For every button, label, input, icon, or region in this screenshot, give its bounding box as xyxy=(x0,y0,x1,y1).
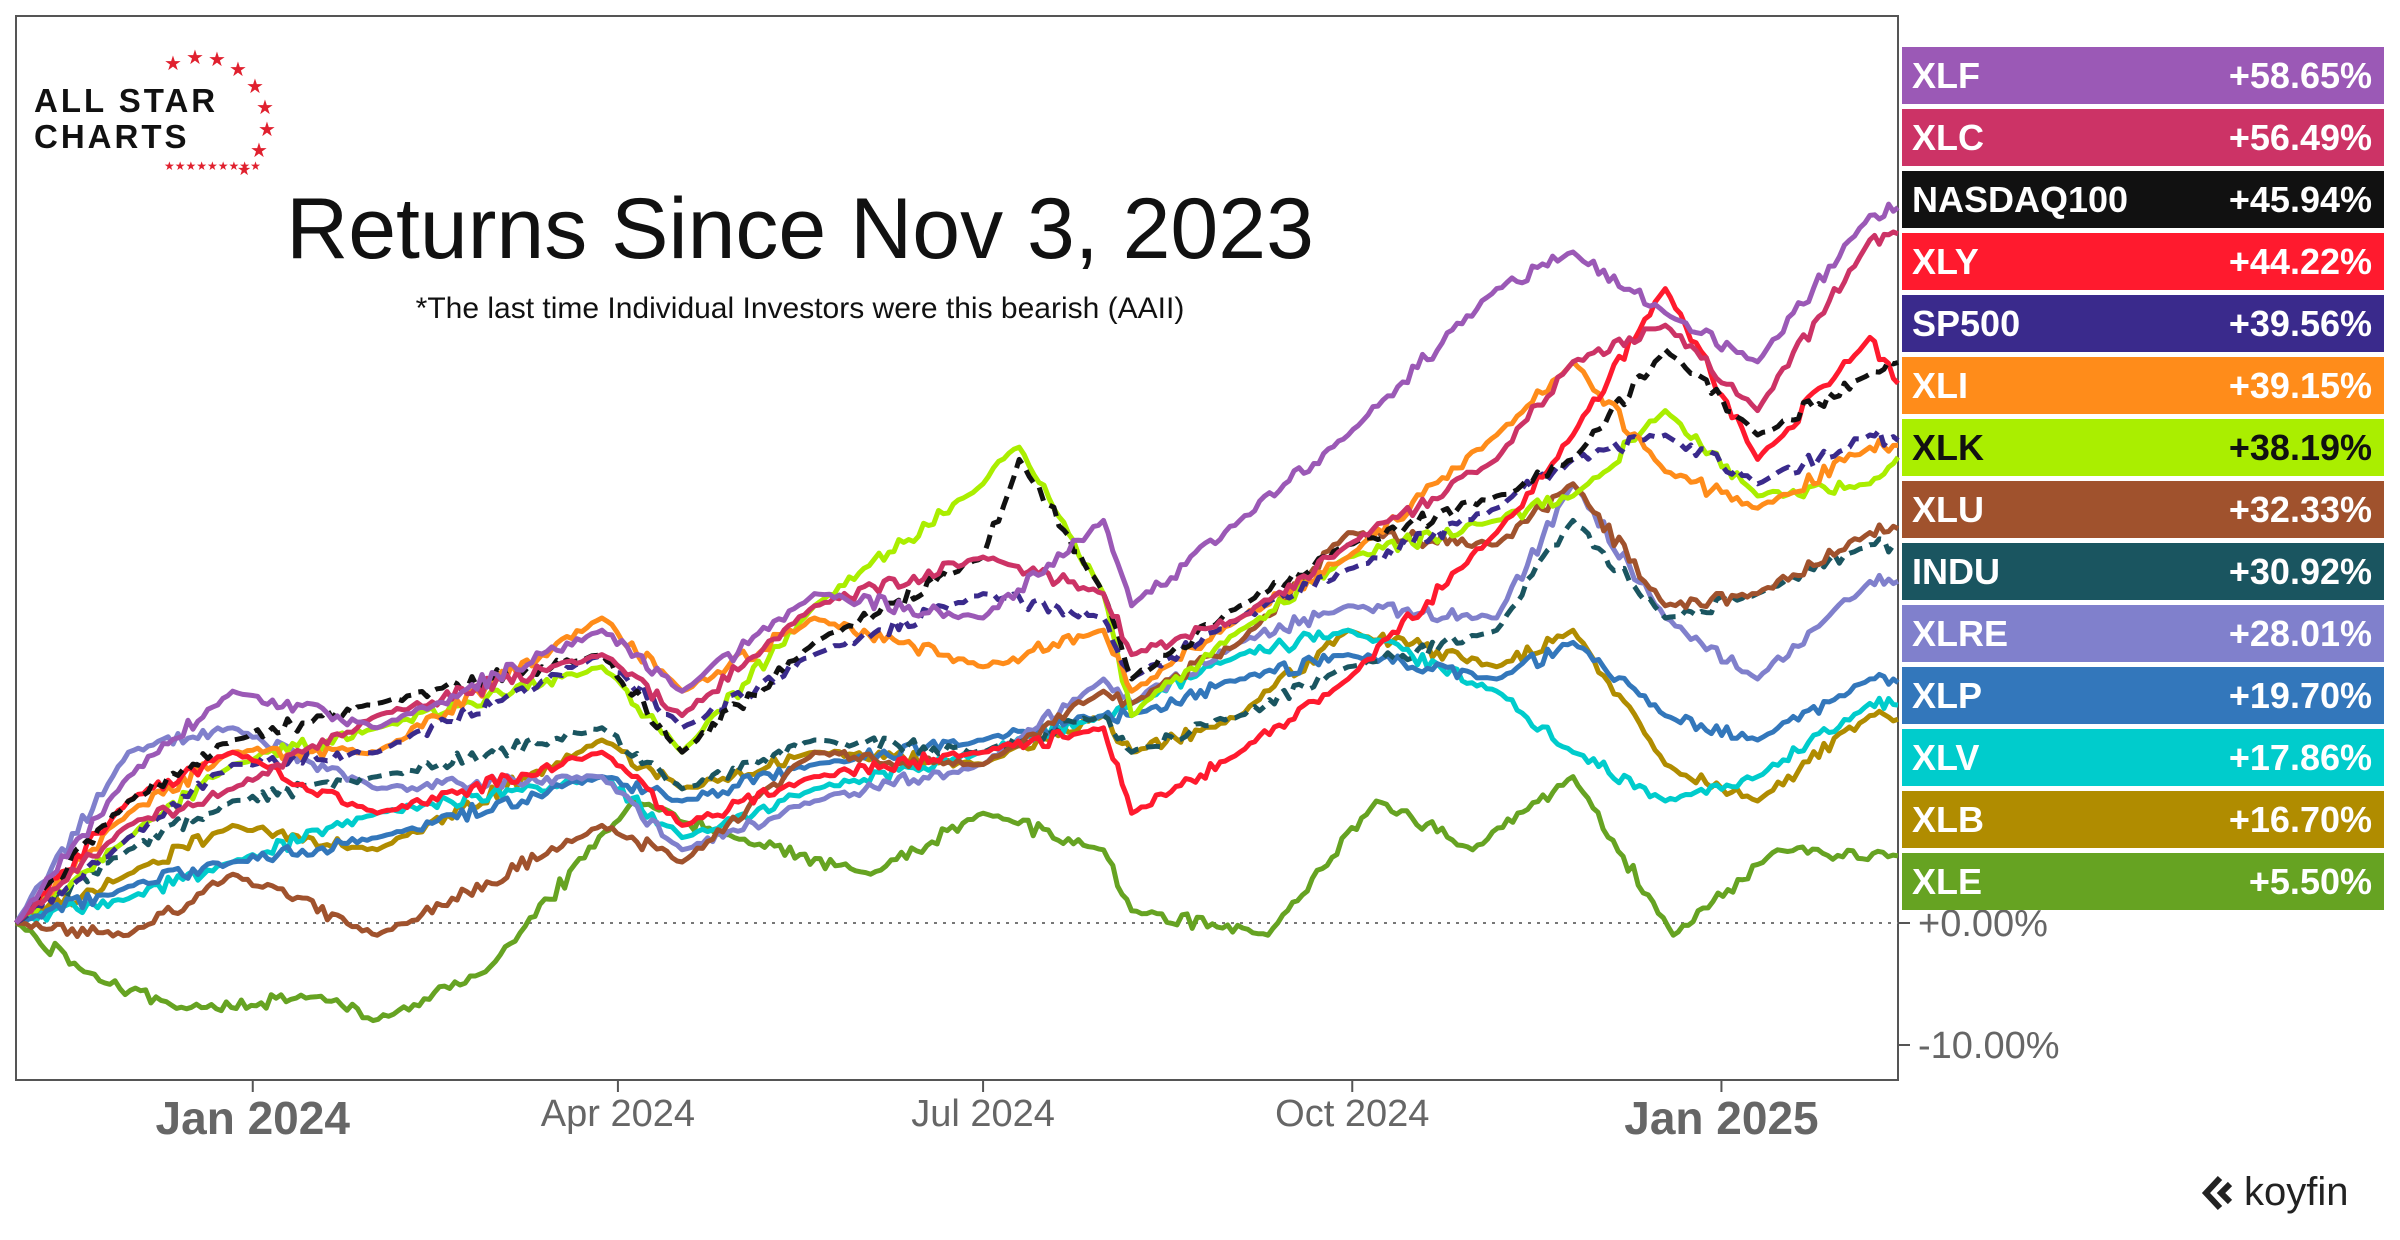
legend-return-value: +56.49% xyxy=(2228,116,2372,158)
logo-line1: ALL STAR xyxy=(34,82,219,119)
legend-series-name: XLE xyxy=(1912,860,1983,902)
legend-series-name: XLP xyxy=(1912,674,1983,716)
svg-text:★: ★ xyxy=(186,47,204,69)
legend-series-name: XLK xyxy=(1912,426,1984,468)
legend-series-name: XLRE xyxy=(1912,612,2009,654)
legend-return-value: +39.15% xyxy=(2228,364,2372,406)
legend-series-name: NASDAQ100 xyxy=(1912,178,2129,220)
legend-entry-xlu: XLU +32.33% xyxy=(1902,481,2384,538)
koyfin-watermark: koyfin xyxy=(2200,1170,2349,1215)
legend-entry-xlc: XLC +56.49% xyxy=(1902,109,2384,166)
legend-return-value: +44.22% xyxy=(2228,240,2372,282)
y-tick-label: -10.00% xyxy=(1918,1025,2060,1067)
svg-text:★: ★ xyxy=(250,140,268,162)
all-star-charts-logo: ★ ★ ★ ★ ★ ★ ★ ★ ★ ★★★★★★★★★ ALL STAR CHA… xyxy=(34,38,314,188)
svg-text:★: ★ xyxy=(258,119,276,141)
svg-text:★: ★ xyxy=(229,59,247,81)
y-tick-label: +0.00% xyxy=(1918,903,2048,945)
legend-series-name: SP500 xyxy=(1912,302,2021,344)
legend-return-value: +17.86% xyxy=(2228,736,2372,778)
legend-return-value: +16.70% xyxy=(2228,798,2372,840)
series-line-xlf xyxy=(14,201,1900,925)
legend-return-value: +45.94% xyxy=(2228,178,2372,220)
legend-return-value: +39.56% xyxy=(2228,302,2372,344)
legend-series-name: XLC xyxy=(1912,116,1984,158)
series-line-xlb xyxy=(15,627,1899,926)
x-axis: Jan 2024 Apr 2024 Jul 2024 Oct 2024 Jan 2025 xyxy=(156,1080,1819,1144)
legend-entry-xle: XLE +5.50% xyxy=(1902,853,2384,910)
legend-series-name: XLI xyxy=(1912,364,1969,406)
x-tick-label: Apr 2024 xyxy=(541,1093,695,1135)
legend-return-value: +38.19% xyxy=(2228,426,2372,468)
svg-text:★: ★ xyxy=(256,97,274,119)
legend-series-name: XLY xyxy=(1912,240,1979,282)
logo-line2: CHARTS xyxy=(34,118,190,155)
legend-series-name: XLB xyxy=(1912,798,1984,840)
svg-text:★: ★ xyxy=(208,49,226,71)
chart-subtitle: *The last time Individual Investors were… xyxy=(415,292,1185,325)
series-line-xlc xyxy=(14,229,1899,925)
series-layer xyxy=(13,201,1901,1024)
legend-entry-xlp: XLP +19.70% xyxy=(1902,667,2384,724)
legend-series-name: XLF xyxy=(1912,54,1980,96)
legend-entry-nasdaq100: NASDAQ100 +45.94% xyxy=(1902,171,2384,228)
series-line-xlv xyxy=(15,627,1899,926)
chart-title: Returns Since Nov 3, 2023 xyxy=(286,181,1314,277)
x-tick-label: Jan 2025 xyxy=(1624,1092,1818,1144)
legend-series-name: XLV xyxy=(1912,736,1980,778)
legend-return-value: +19.70% xyxy=(2228,674,2372,716)
series-line-indu xyxy=(14,517,1899,926)
legend-series-name: INDU xyxy=(1912,550,2000,592)
series-line-xly xyxy=(14,286,1900,925)
plot-frame xyxy=(15,15,1899,1081)
series-line-xlp xyxy=(15,639,1900,926)
y-axis: +0.00% -10.00% xyxy=(1898,903,2060,1067)
koyfin-logo-icon xyxy=(2201,1175,2233,1210)
legend-entry-indu: INDU +30.92% xyxy=(1902,543,2384,600)
x-tick-label: Jul 2024 xyxy=(911,1093,1055,1135)
legend-entry-xly: XLY +44.22% xyxy=(1902,233,2384,290)
legend-entry-xlv: XLV +17.86% xyxy=(1902,729,2384,786)
legend-series-name: XLU xyxy=(1912,488,1984,530)
legend-return-value: +58.65% xyxy=(2228,54,2372,96)
svg-text:★: ★ xyxy=(237,162,251,179)
legend: XLF +58.65% XLC +56.49% NASDAQ100 +45.94% XLY +… xyxy=(1902,47,2384,915)
stars-arc-icon: ★ ★ ★ ★ ★ ★ ★ ★ ★ ★★★★★★★★★ xyxy=(164,47,276,179)
x-tick-label: Oct 2024 xyxy=(1275,1093,1429,1135)
koyfin-text: koyfin xyxy=(2244,1170,2349,1214)
legend-entry-xlf: XLF +58.65% xyxy=(1902,47,2384,104)
series-line-xli xyxy=(14,359,1898,925)
legend-return-value: +28.01% xyxy=(2228,612,2372,654)
svg-text:★★★★★★★★★: ★★★★★★★★★ xyxy=(164,159,261,173)
legend-return-value: +32.33% xyxy=(2228,488,2372,530)
legend-return-value: +30.92% xyxy=(2228,550,2372,592)
x-tick-label: Jan 2024 xyxy=(156,1092,351,1144)
series-line-xle xyxy=(14,774,1899,1024)
legend-entry-xlk: XLK +38.19% xyxy=(1902,419,2384,476)
legend-entry-xlre: XLRE +28.01% xyxy=(1902,605,2384,662)
svg-text:★: ★ xyxy=(246,76,264,98)
legend-return-value: +5.50% xyxy=(2248,860,2372,902)
legend-entry-xlb: XLB +16.70% xyxy=(1902,791,2384,848)
svg-text:★: ★ xyxy=(164,53,182,75)
legend-entry-sp500: SP500 +39.56% xyxy=(1902,295,2384,352)
series-line-sp500 xyxy=(14,427,1900,926)
legend-entry-xli: XLI +39.15% xyxy=(1902,357,2384,414)
